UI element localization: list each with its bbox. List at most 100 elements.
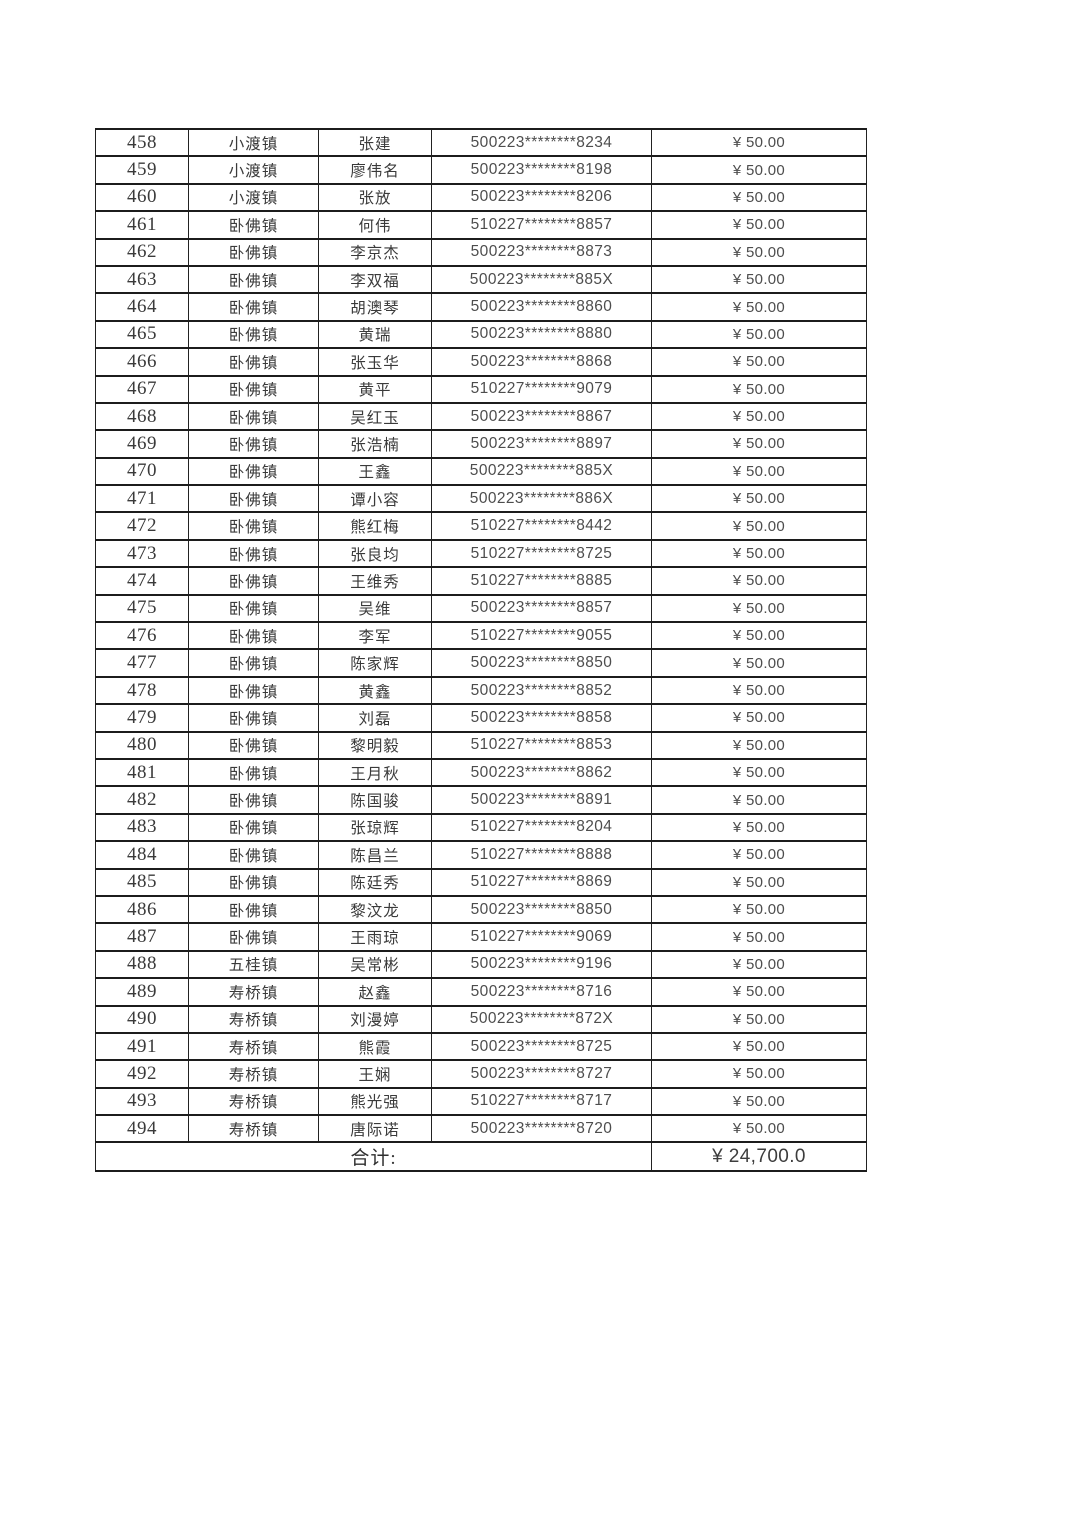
row-number-cell: 464: [95, 292, 189, 322]
amount-cell: ¥ 50.00: [651, 429, 867, 459]
table-row: 469 卧佛镇 张浩楠 500223********8897 ¥ 50.00: [95, 429, 867, 459]
id-number-cell: 510227********8869: [431, 867, 652, 897]
id-number-cell: 500223********8891: [431, 785, 652, 815]
id-number-cell: 500223********8873: [431, 237, 652, 267]
table-row: 484 卧佛镇 陈昌兰 510227********8888 ¥ 50.00: [95, 840, 867, 870]
table-row: 490 寿桥镇 刘漫婷 500223********872X ¥ 50.00: [95, 1004, 867, 1034]
id-number-cell: 500223********8850: [431, 894, 652, 925]
person-name-cell: 张浩楠: [318, 429, 432, 459]
id-number-cell: 510227********8717: [431, 1086, 652, 1117]
table-row: 464 卧佛镇 胡澳琴 500223********8860 ¥ 50.00: [95, 292, 867, 322]
amount-cell: ¥ 50.00: [651, 511, 867, 541]
town-cell: 卧佛镇: [188, 484, 319, 514]
amount-cell: ¥ 50.00: [651, 1031, 867, 1062]
row-number-cell: 460: [95, 182, 189, 213]
town-cell: 卧佛镇: [188, 237, 319, 267]
town-cell: 卧佛镇: [188, 922, 319, 952]
amount-cell: ¥ 50.00: [651, 757, 867, 788]
id-number-cell: 500223********8725: [431, 1031, 652, 1062]
person-name-cell: 张放: [318, 182, 432, 213]
person-name-cell: 黄鑫: [318, 675, 432, 706]
town-cell: 卧佛镇: [188, 675, 319, 706]
table-row: 462 卧佛镇 李京杰 500223********8873 ¥ 50.00: [95, 237, 867, 267]
amount-cell: ¥ 50.00: [651, 347, 867, 377]
amount-cell: ¥ 50.00: [651, 374, 867, 404]
table-row: 488 五桂镇 吴常彬 500223********9196 ¥ 50.00: [95, 949, 867, 980]
amount-cell: ¥ 50.00: [651, 237, 867, 267]
total-row: 合计: ¥ 24,700.0: [95, 1141, 867, 1173]
town-cell: 寿桥镇: [188, 1086, 319, 1117]
table-row: 458 小渡镇 张建 500223********8234 ¥ 50.00: [95, 127, 867, 158]
row-number-cell: 479: [95, 703, 189, 733]
table-row: 487 卧佛镇 王雨琼 510227********9069 ¥ 50.00: [95, 922, 867, 952]
amount-cell: ¥ 50.00: [651, 949, 867, 980]
row-number-cell: 475: [95, 593, 189, 624]
amount-cell: ¥ 50.00: [651, 1004, 867, 1034]
person-name-cell: 王雨琼: [318, 922, 432, 952]
id-number-cell: 500223********8860: [431, 292, 652, 322]
amount-cell: ¥ 50.00: [651, 1114, 867, 1144]
person-name-cell: 王娴: [318, 1059, 432, 1089]
town-cell: 卧佛镇: [188, 429, 319, 459]
town-cell: 小渡镇: [188, 127, 319, 158]
row-number-cell: 483: [95, 812, 189, 843]
row-number-cell: 485: [95, 867, 189, 897]
person-name-cell: 李双福: [318, 264, 432, 295]
id-number-cell: 510227********8725: [431, 538, 652, 569]
person-name-cell: 陈国骏: [318, 785, 432, 815]
person-name-cell: 陈家辉: [318, 648, 432, 678]
row-number-cell: 487: [95, 922, 189, 952]
town-cell: 小渡镇: [188, 155, 319, 185]
town-cell: 卧佛镇: [188, 785, 319, 815]
person-name-cell: 刘磊: [318, 703, 432, 733]
town-cell: 卧佛镇: [188, 264, 319, 295]
town-cell: 卧佛镇: [188, 730, 319, 760]
town-cell: 寿桥镇: [188, 1031, 319, 1062]
id-number-cell: 500223********8897: [431, 429, 652, 459]
table-row: 485 卧佛镇 陈廷秀 510227********8869 ¥ 50.00: [95, 867, 867, 897]
amount-cell: ¥ 50.00: [651, 593, 867, 624]
amount-cell: ¥ 50.00: [651, 401, 867, 432]
table-row: 475 卧佛镇 吴维 500223********8857 ¥ 50.00: [95, 593, 867, 624]
amount-cell: ¥ 50.00: [651, 977, 867, 1007]
person-name-cell: 王维秀: [318, 566, 432, 596]
id-number-cell: 500223********8880: [431, 319, 652, 350]
table-footer: 合计: ¥ 24,700.0: [95, 1141, 867, 1173]
table-row: 471 卧佛镇 谭小容 500223********886X ¥ 50.00: [95, 484, 867, 514]
person-name-cell: 张玉华: [318, 347, 432, 377]
row-number-cell: 466: [95, 347, 189, 377]
amount-cell: ¥ 50.00: [651, 648, 867, 678]
id-number-cell: 500223********885X: [431, 456, 652, 487]
person-name-cell: 吴常彬: [318, 949, 432, 980]
id-number-cell: 500223********8868: [431, 347, 652, 377]
id-number-cell: 510227********8888: [431, 840, 652, 870]
town-cell: 卧佛镇: [188, 456, 319, 487]
amount-cell: ¥ 50.00: [651, 1086, 867, 1117]
person-name-cell: 赵鑫: [318, 977, 432, 1007]
id-number-cell: 510227********8853: [431, 730, 652, 760]
town-cell: 卧佛镇: [188, 621, 319, 651]
row-number-cell: 494: [95, 1114, 189, 1144]
town-cell: 卧佛镇: [188, 867, 319, 897]
amount-cell: ¥ 50.00: [651, 210, 867, 240]
table-row: 466 卧佛镇 张玉华 500223********8868 ¥ 50.00: [95, 347, 867, 377]
id-number-cell: 500223********885X: [431, 264, 652, 295]
row-number-cell: 472: [95, 511, 189, 541]
id-number-cell: 500223********8862: [431, 757, 652, 788]
town-cell: 卧佛镇: [188, 401, 319, 432]
table-row: 461 卧佛镇 何伟 510227********8857 ¥ 50.00: [95, 210, 867, 240]
town-cell: 卧佛镇: [188, 648, 319, 678]
town-cell: 寿桥镇: [188, 1059, 319, 1089]
id-number-cell: 500223********8857: [431, 593, 652, 624]
table-row: 478 卧佛镇 黄鑫 500223********8852 ¥ 50.00: [95, 675, 867, 706]
row-number-cell: 481: [95, 757, 189, 788]
payment-roster-page: 458 小渡镇 张建 500223********8234 ¥ 50.00 459 小渡镇廖…: [95, 127, 867, 1173]
town-cell: 小渡镇: [188, 182, 319, 213]
person-name-cell: 刘漫婷: [318, 1004, 432, 1034]
id-number-cell: 500223********8720: [431, 1114, 652, 1144]
row-number-cell: 458: [95, 127, 189, 158]
amount-cell: ¥ 50.00: [651, 1059, 867, 1089]
amount-cell: ¥ 50.00: [651, 785, 867, 815]
total-amount: ¥ 24,700.0: [651, 1141, 867, 1173]
amount-cell: ¥ 50.00: [651, 292, 867, 322]
